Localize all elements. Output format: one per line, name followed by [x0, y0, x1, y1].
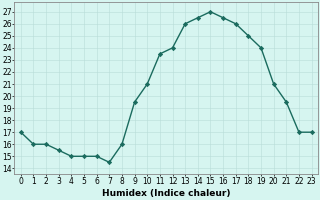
X-axis label: Humidex (Indice chaleur): Humidex (Indice chaleur) [102, 189, 230, 198]
